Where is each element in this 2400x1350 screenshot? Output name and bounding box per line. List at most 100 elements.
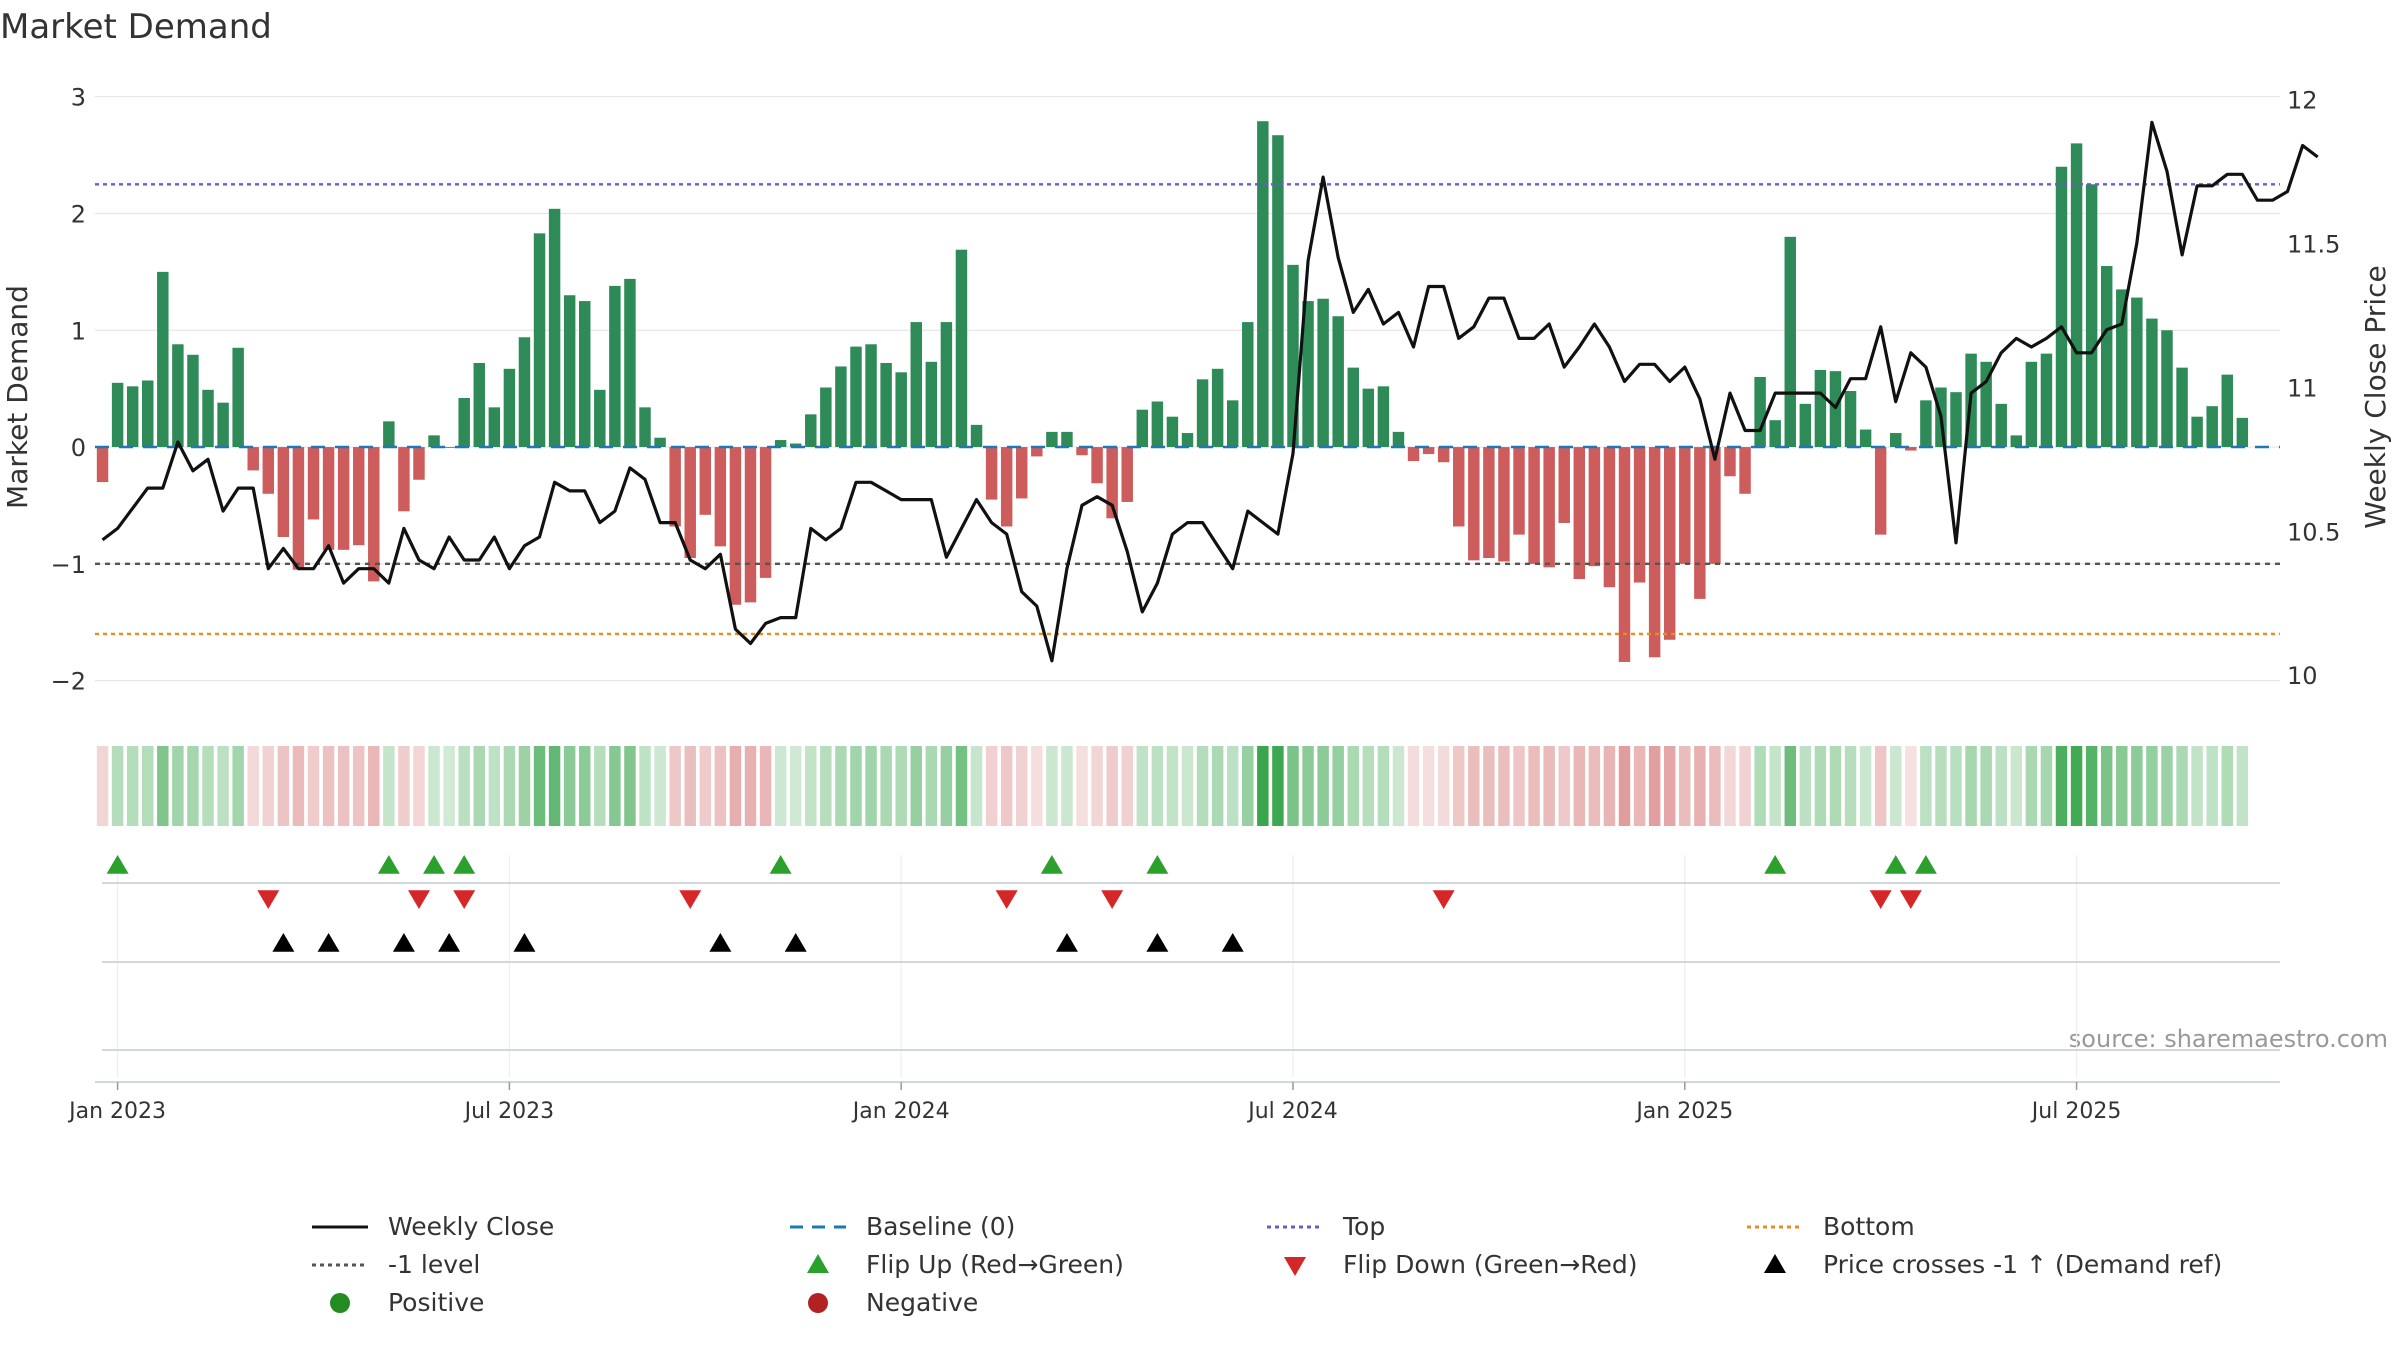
demand-bar — [2100, 266, 2113, 448]
flip-up-marker — [1146, 855, 1169, 874]
demand-bar — [1920, 400, 1932, 448]
heat-cell — [1859, 746, 1872, 826]
demand-bar — [1543, 447, 1555, 568]
demand-bar — [1046, 431, 1058, 448]
y-tick-label-right: 12 — [2287, 86, 2318, 114]
heat-cell — [835, 746, 847, 826]
demand-bar — [187, 354, 199, 448]
y-tick-label-right: 10.5 — [2287, 518, 2340, 546]
heat-cell — [624, 746, 636, 826]
demand-bar — [2206, 406, 2218, 448]
demand-bar — [654, 437, 666, 448]
heat-cell — [2085, 746, 2098, 826]
demand-bar — [714, 447, 727, 547]
y-tick-label-right: 11 — [2287, 374, 2318, 402]
demand-bar — [1016, 447, 1028, 499]
demand-bar — [322, 447, 335, 550]
heat-cell — [594, 746, 606, 826]
demand-bar — [1573, 447, 1586, 580]
demand-bar — [1166, 416, 1179, 448]
demand-bar — [1392, 431, 1405, 448]
flip-up-marker — [423, 855, 446, 874]
demand-bar — [428, 435, 440, 448]
heat-cell — [1061, 746, 1073, 826]
legend-label: Baseline (0) — [866, 1212, 1016, 1241]
heat-cell — [563, 746, 576, 826]
demand-bar — [579, 301, 591, 448]
demand-bar — [1588, 447, 1601, 567]
price-cross-marker — [272, 933, 295, 952]
x-tick-label: Jul 2023 — [463, 1099, 555, 1124]
flip-up-marker — [106, 855, 129, 874]
weekly-close-line — [101, 120, 2319, 663]
demand-bar — [2191, 416, 2203, 448]
demand-bar — [473, 362, 485, 448]
y-tick-label-left: 1 — [71, 317, 86, 345]
legend-label: -1 level — [388, 1250, 481, 1279]
flip-down-marker — [257, 890, 280, 909]
demand-bar — [850, 346, 862, 448]
demand-bar — [2146, 318, 2158, 448]
heat-cell — [1151, 746, 1164, 826]
demand-bar — [563, 295, 576, 448]
heat-cell — [1528, 746, 1540, 826]
heat-cell — [1121, 746, 1133, 826]
heat-cell — [1769, 746, 1781, 826]
demand-bar — [1468, 447, 1480, 561]
demand-bar — [1211, 368, 1224, 448]
heat-cell — [413, 746, 425, 826]
heat-cell — [96, 746, 109, 826]
heat-cell — [1046, 746, 1058, 826]
heat-cell — [2161, 746, 2173, 826]
flip-down-marker — [1101, 890, 1124, 909]
demand-bar — [1603, 447, 1616, 588]
demand-bar — [880, 362, 892, 448]
heat-cell — [1739, 746, 1751, 826]
demand-bar — [2116, 289, 2128, 448]
demand-bar — [518, 337, 531, 448]
demand-bar — [1302, 301, 1314, 448]
weekly-close-line-group — [101, 120, 2319, 663]
flip-up-marker — [1040, 855, 1063, 874]
heat-cell — [1422, 746, 1435, 826]
heat-cell — [2116, 746, 2128, 826]
demand-bar — [805, 414, 817, 448]
demand-bar — [744, 447, 757, 603]
price-cross-marker — [513, 933, 536, 952]
demand-bar — [2236, 417, 2249, 448]
price-cross-marker — [317, 933, 340, 952]
flip-down-marker — [1899, 890, 1922, 909]
heat-cell — [277, 746, 290, 826]
demand-bar — [1000, 447, 1013, 527]
legend-item: Flip Down (Green→Red) — [1265, 1250, 1638, 1279]
demand-bar — [1633, 447, 1646, 583]
heat-cell — [2176, 746, 2188, 826]
heat-cell — [2191, 746, 2203, 826]
demand-bar — [292, 447, 305, 570]
heat-cell — [940, 746, 953, 826]
heat-cell — [2221, 746, 2233, 826]
demand-bar — [1844, 390, 1857, 448]
demand-bar — [458, 398, 470, 448]
heat-cell — [1076, 746, 1088, 826]
demand-bar — [2070, 143, 2083, 448]
heat-cell — [1709, 746, 1721, 826]
price-cross-marker — [1055, 933, 1078, 952]
demand-bar — [1950, 392, 1962, 448]
heat-cell — [2236, 746, 2249, 826]
heat-cell — [744, 746, 757, 826]
y-tick-label-left: 3 — [71, 84, 86, 112]
legend-label: Flip Down (Green→Red) — [1343, 1250, 1638, 1279]
demand-bar — [1272, 135, 1284, 448]
demand-bar — [1377, 386, 1390, 448]
heat-cell — [1754, 746, 1766, 826]
heat-cell — [1453, 746, 1465, 826]
legend-label: Price crosses -1 ↑ (Demand ref) — [1823, 1250, 2223, 1279]
demand-bar — [1226, 400, 1239, 448]
y-tick-label-left: 0 — [71, 434, 86, 462]
demand-bar — [1694, 447, 1706, 599]
heat-cell — [232, 746, 244, 826]
legend-triangle-up-swatch — [1764, 1253, 1786, 1273]
heat-cell — [1106, 746, 1118, 826]
